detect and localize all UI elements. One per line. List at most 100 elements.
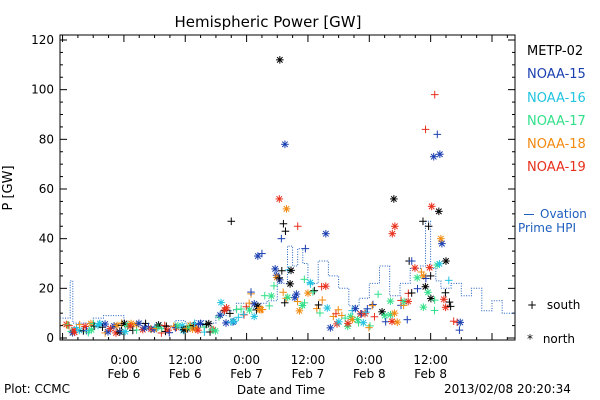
data-point bbox=[455, 326, 464, 334]
data-point bbox=[456, 318, 465, 327]
y-tick-label: 120 bbox=[31, 33, 54, 47]
data-point bbox=[441, 288, 450, 297]
ovation-legend-label: Ovation Prime HPI bbox=[518, 207, 587, 235]
data-point-noaa-15 bbox=[301, 244, 310, 253]
data-point bbox=[64, 321, 72, 329]
data-point bbox=[449, 317, 458, 326]
data-point bbox=[417, 268, 426, 276]
data-point bbox=[353, 315, 362, 324]
data-point bbox=[222, 303, 231, 312]
x-tick-time-label: 12:00 bbox=[413, 353, 448, 367]
data-point bbox=[403, 315, 412, 324]
legend-item-noaa-18: NOAA-18 bbox=[527, 137, 586, 153]
plot-source-label: Plot: CCMC bbox=[4, 382, 70, 396]
y-tick-label: 80 bbox=[39, 132, 54, 146]
data-point bbox=[245, 306, 254, 314]
data-point bbox=[422, 274, 430, 283]
data-point bbox=[216, 311, 224, 319]
data-point bbox=[239, 310, 248, 319]
data-point bbox=[314, 301, 323, 309]
y-axis-label: P [GW] bbox=[1, 165, 16, 210]
data-point-noaa-19 bbox=[430, 90, 439, 99]
data-point-noaa-19 bbox=[388, 229, 397, 238]
data-point bbox=[419, 303, 428, 311]
data-point bbox=[237, 305, 245, 313]
data-point bbox=[440, 295, 448, 304]
data-point bbox=[304, 289, 312, 297]
x-tick-time-label: 0:00 bbox=[356, 353, 383, 367]
data-point bbox=[313, 304, 321, 313]
data-point-metp-02 bbox=[424, 222, 433, 231]
data-point bbox=[441, 303, 450, 312]
data-point bbox=[404, 297, 413, 306]
data-point bbox=[399, 301, 408, 310]
data-point-metp-02 bbox=[390, 195, 398, 203]
y-axis: 0 20 40 60 80 100 120 bbox=[31, 33, 515, 345]
data-point bbox=[363, 304, 372, 313]
data-point bbox=[154, 323, 162, 332]
data-point bbox=[386, 297, 395, 305]
data-point bbox=[413, 273, 422, 282]
data-point bbox=[279, 288, 287, 297]
data-point bbox=[427, 294, 435, 303]
data-point bbox=[332, 309, 340, 318]
data-point bbox=[348, 306, 356, 315]
data-point-metp-02 bbox=[276, 56, 284, 64]
x-axis-label: Date and Time bbox=[237, 383, 325, 397]
data-point bbox=[425, 263, 434, 272]
data-point bbox=[271, 265, 279, 273]
data-point bbox=[362, 308, 370, 316]
data-point bbox=[335, 318, 343, 326]
y-tick-label: 0 bbox=[46, 331, 54, 345]
data-point bbox=[334, 305, 343, 314]
data-point bbox=[222, 319, 230, 327]
data-point bbox=[260, 291, 269, 300]
data-point bbox=[126, 322, 134, 331]
data-point bbox=[306, 278, 315, 287]
data-point bbox=[287, 266, 295, 275]
data-point bbox=[196, 319, 205, 328]
data-point bbox=[283, 293, 292, 302]
data-point bbox=[250, 312, 258, 321]
data-point bbox=[445, 276, 453, 285]
data-point bbox=[326, 324, 335, 332]
data-point bbox=[265, 302, 274, 310]
ovation-legend: Ovation Prime HPI bbox=[518, 207, 600, 235]
data-point bbox=[430, 306, 439, 315]
data-point-metp-02 bbox=[435, 207, 443, 216]
data-point-metp-02 bbox=[426, 272, 435, 280]
data-point bbox=[247, 288, 255, 296]
x-tick-time-label: 12:00 bbox=[291, 353, 326, 367]
y-tick-label: 100 bbox=[31, 83, 54, 97]
data-point-noaa-19 bbox=[427, 202, 436, 211]
y-tick-label: 60 bbox=[39, 182, 54, 196]
x-tick-date-label: Feb 8 bbox=[414, 367, 447, 381]
data-point bbox=[278, 266, 286, 275]
data-point bbox=[217, 298, 225, 307]
y-tick-label: 20 bbox=[39, 281, 54, 295]
data-point bbox=[65, 321, 73, 330]
symbol-legend-south: + south bbox=[527, 298, 580, 312]
data-point bbox=[101, 320, 109, 328]
legend-item-noaa-16: NOAA-16 bbox=[527, 90, 586, 106]
data-point bbox=[359, 318, 368, 327]
data-point-metp-02 bbox=[419, 217, 427, 226]
data-point-noaa-15 bbox=[322, 229, 330, 238]
x-tick-date-label: Feb 6 bbox=[108, 367, 141, 381]
data-point bbox=[446, 302, 455, 311]
south-label: south bbox=[546, 298, 581, 312]
data-point-noaa-15 bbox=[281, 140, 289, 149]
data-point bbox=[81, 322, 89, 331]
data-point bbox=[381, 317, 390, 326]
x-tick-date-label: Feb 7 bbox=[230, 367, 263, 381]
data-point bbox=[204, 319, 213, 328]
legend-item-noaa-17: NOAA-17 bbox=[527, 113, 586, 129]
data-point bbox=[430, 296, 439, 304]
symbol-legend-north: * north bbox=[527, 332, 575, 346]
data-point bbox=[388, 317, 396, 326]
data-point bbox=[369, 300, 377, 309]
data-point bbox=[293, 297, 302, 306]
data-point bbox=[407, 289, 416, 297]
legend-item-noaa-19: NOAA-19 bbox=[527, 160, 586, 176]
data-point-metp-02 bbox=[279, 219, 288, 228]
